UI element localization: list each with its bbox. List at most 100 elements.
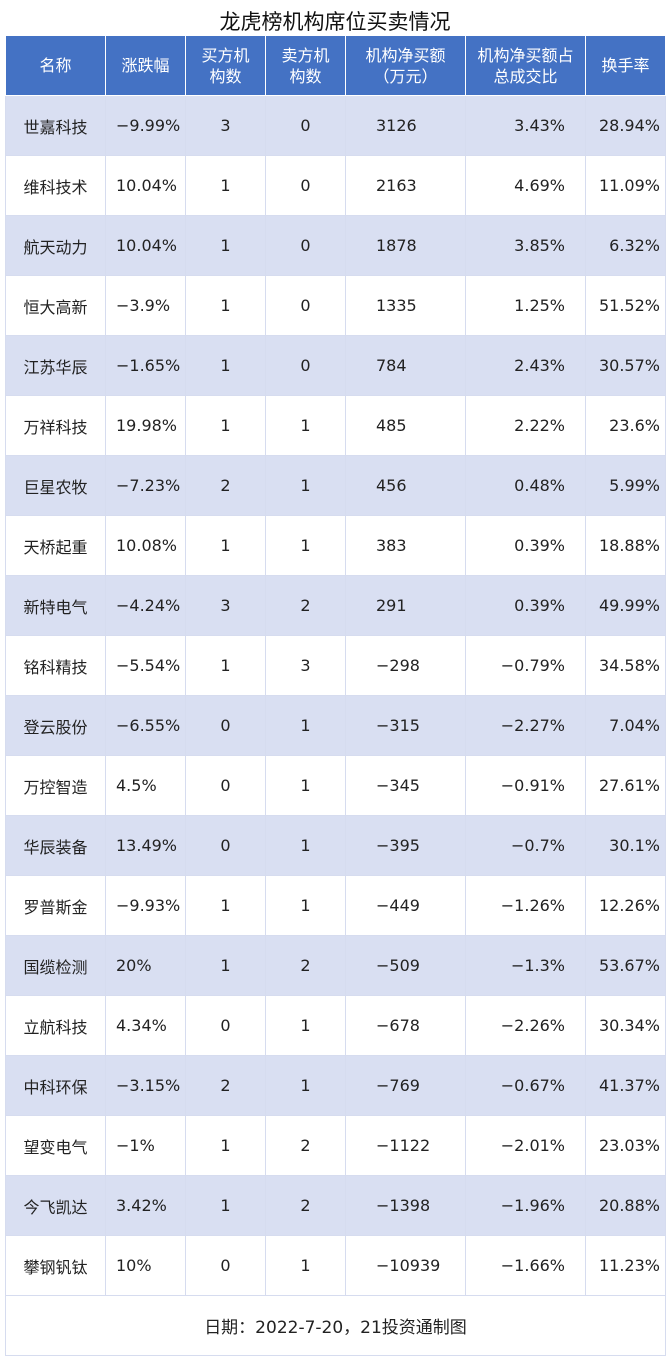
- cell-sellers: 1: [265, 995, 346, 1056]
- cell-turnover: 30.1%: [585, 815, 666, 876]
- cell-sellers: 1: [265, 875, 346, 936]
- cell-net-buy: −1122: [345, 1115, 466, 1176]
- cell-sellers: 2: [265, 1115, 346, 1176]
- cell-turnover: 18.88%: [585, 515, 666, 576]
- cell-buyers: 2: [185, 1055, 266, 1116]
- cell-net-buy-ratio: 0.39%: [465, 515, 586, 576]
- cell-change: −4.24%: [105, 575, 186, 636]
- cell-sellers: 1: [265, 1055, 346, 1116]
- cell-name: 恒大高新: [5, 275, 106, 336]
- cell-net-buy: 291: [345, 575, 466, 636]
- cell-change: −3.9%: [105, 275, 186, 336]
- cell-net-buy-ratio: 0.48%: [465, 455, 586, 516]
- cell-name: 国缆检测: [5, 935, 106, 996]
- cell-net-buy: −1398: [345, 1175, 466, 1236]
- table-row: 攀钢钒钛 10% 0 1 −10939 −1.66% 11.23%: [5, 1235, 666, 1296]
- table-row: 铭科精技 −5.54% 1 3 −298 −0.79% 34.58%: [5, 635, 666, 696]
- cell-change: 13.49%: [105, 815, 186, 876]
- cell-turnover: 23.6%: [585, 395, 666, 456]
- cell-turnover: 30.57%: [585, 335, 666, 396]
- cell-sellers: 1: [265, 455, 346, 516]
- cell-buyers: 1: [185, 155, 266, 216]
- cell-name: 华辰装备: [5, 815, 106, 876]
- cell-net-buy: −509: [345, 935, 466, 996]
- cell-net-buy-ratio: −1.66%: [465, 1235, 586, 1296]
- cell-sellers: 0: [265, 215, 346, 276]
- column-header-buyers: 买方机 构数: [185, 35, 266, 96]
- cell-change: 19.98%: [105, 395, 186, 456]
- cell-turnover: 5.99%: [585, 455, 666, 516]
- cell-net-buy: −345: [345, 755, 466, 816]
- column-header-net-buy-ratio: 机构净买额占 总成交比: [465, 35, 586, 96]
- cell-net-buy: −298: [345, 635, 466, 696]
- cell-net-buy-ratio: 4.69%: [465, 155, 586, 216]
- cell-name: 天桥起重: [5, 515, 106, 576]
- cell-net-buy-ratio: −2.01%: [465, 1115, 586, 1176]
- cell-sellers: 0: [265, 335, 346, 396]
- cell-change: 3.42%: [105, 1175, 186, 1236]
- cell-net-buy-ratio: −0.79%: [465, 635, 586, 696]
- column-header-name: 名称: [5, 35, 106, 96]
- cell-turnover: 11.23%: [585, 1235, 666, 1296]
- cell-turnover: 6.32%: [585, 215, 666, 276]
- cell-sellers: 1: [265, 695, 346, 756]
- cell-buyers: 3: [185, 95, 266, 156]
- cell-net-buy: 1878: [345, 215, 466, 276]
- data-table: 名称 涨跌幅 买方机 构数 卖方机 构数 机构净买额 （万元） 机构净买额占 总成交比 换手…: [5, 35, 666, 1356]
- cell-change: −6.55%: [105, 695, 186, 756]
- cell-net-buy-ratio: 1.25%: [465, 275, 586, 336]
- table-row: 中科环保 −3.15% 2 1 −769 −0.67% 41.37%: [5, 1055, 666, 1116]
- cell-sellers: 0: [265, 275, 346, 336]
- cell-net-buy-ratio: −2.26%: [465, 995, 586, 1056]
- table-row: 万祥科技 19.98% 1 1 485 2.22% 23.6%: [5, 395, 666, 456]
- cell-buyers: 0: [185, 815, 266, 876]
- cell-change: −5.54%: [105, 635, 186, 696]
- table-row: 华辰装备 13.49% 0 1 −395 −0.7% 30.1%: [5, 815, 666, 876]
- cell-name: 登云股份: [5, 695, 106, 756]
- footer-row: 日期：2022-7-20，21投资通制图: [5, 1295, 666, 1356]
- cell-net-buy: 784: [345, 335, 466, 396]
- column-header-sellers: 卖方机 构数: [265, 35, 346, 96]
- cell-net-buy: 485: [345, 395, 466, 456]
- cell-net-buy-ratio: −0.67%: [465, 1055, 586, 1116]
- cell-name: 今飞凯达: [5, 1175, 106, 1236]
- cell-buyers: 1: [185, 395, 266, 456]
- cell-sellers: 0: [265, 155, 346, 216]
- header-row: 名称 涨跌幅 买方机 构数 卖方机 构数 机构净买额 （万元） 机构净买额占 总成交比 换手…: [5, 35, 666, 96]
- cell-name: 航天动力: [5, 215, 106, 276]
- cell-sellers: 1: [265, 515, 346, 576]
- cell-net-buy: 2163: [345, 155, 466, 216]
- cell-buyers: 1: [185, 1175, 266, 1236]
- column-header-turnover: 换手率: [585, 35, 666, 96]
- table-row: 今飞凯达 3.42% 1 2 −1398 −1.96% 20.88%: [5, 1175, 666, 1236]
- table-row: 登云股份 −6.55% 0 1 −315 −2.27% 7.04%: [5, 695, 666, 756]
- table-row: 恒大高新 −3.9% 1 0 1335 1.25% 51.52%: [5, 275, 666, 336]
- cell-buyers: 0: [185, 1235, 266, 1296]
- table-row: 罗普斯金 −9.93% 1 1 −449 −1.26% 12.26%: [5, 875, 666, 936]
- cell-net-buy-ratio: 3.85%: [465, 215, 586, 276]
- cell-buyers: 1: [185, 635, 266, 696]
- table-row: 国缆检测 20% 1 2 −509 −1.3% 53.67%: [5, 935, 666, 996]
- cell-net-buy-ratio: −2.27%: [465, 695, 586, 756]
- column-header-change: 涨跌幅: [105, 35, 186, 96]
- cell-sellers: 2: [265, 1175, 346, 1236]
- cell-turnover: 23.03%: [585, 1115, 666, 1176]
- cell-name: 罗普斯金: [5, 875, 106, 936]
- cell-change: −1%: [105, 1115, 186, 1176]
- cell-net-buy-ratio: 0.39%: [465, 575, 586, 636]
- cell-turnover: 28.94%: [585, 95, 666, 156]
- cell-net-buy: −769: [345, 1055, 466, 1116]
- cell-buyers: 1: [185, 875, 266, 936]
- table-row: 天桥起重 10.08% 1 1 383 0.39% 18.88%: [5, 515, 666, 576]
- cell-net-buy: −678: [345, 995, 466, 1056]
- cell-net-buy-ratio: −0.7%: [465, 815, 586, 876]
- cell-net-buy: −315: [345, 695, 466, 756]
- cell-buyers: 1: [185, 335, 266, 396]
- cell-change: 10.04%: [105, 215, 186, 276]
- cell-buyers: 1: [185, 275, 266, 336]
- cell-turnover: 7.04%: [585, 695, 666, 756]
- cell-net-buy: −395: [345, 815, 466, 876]
- cell-name: 巨星农牧: [5, 455, 106, 516]
- cell-net-buy-ratio: 3.43%: [465, 95, 586, 156]
- table-row: 新特电气 −4.24% 3 2 291 0.39% 49.99%: [5, 575, 666, 636]
